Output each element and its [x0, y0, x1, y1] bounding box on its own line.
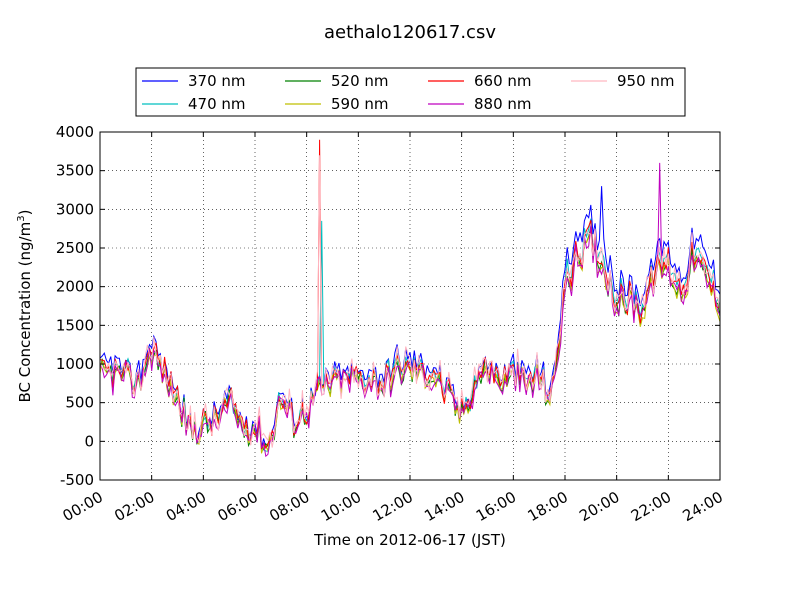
series-line-880-nm [99, 162, 721, 458]
legend-label: 470 nm [188, 95, 246, 113]
y-tick-label: 1000 [56, 355, 94, 373]
y-tick-label: 2000 [56, 278, 94, 296]
y-tick-label: 0 [84, 432, 94, 450]
legend-label: 520 nm [331, 72, 389, 90]
y-axis-label: BC Concentration (ng/m3) [16, 210, 34, 403]
legend-label: 880 nm [474, 95, 532, 113]
x-axis-label: Time on 2012-06-17 (JST) [313, 531, 506, 549]
y-tick-label: 1500 [56, 316, 94, 334]
legend: 370 nm 470 nm 520 nm 590 nm 660 nm 880 nm 950 … [135, 67, 686, 117]
y-axis-label-main: BC Concentration (ng/m [16, 222, 34, 403]
series-line-660-nm [99, 139, 721, 450]
series-group [99, 139, 721, 458]
legend-label: 370 nm [188, 72, 246, 90]
y-tick-label: -500 [60, 471, 94, 489]
y-axis-label-close: ) [16, 210, 34, 216]
y-tick-label: 3500 [56, 162, 94, 180]
y-tick-label: 500 [65, 394, 94, 412]
y-tick-label: 3000 [56, 200, 94, 218]
legend-label: 950 nm [617, 72, 675, 90]
y-tick-label: 2500 [56, 239, 94, 257]
legend-label: 660 nm [474, 72, 532, 90]
chart-title: aethalo120617.csv [324, 22, 496, 43]
grid [100, 132, 720, 480]
series-line-950-nm [99, 155, 721, 448]
legend-box [135, 67, 686, 117]
legend-label: 590 nm [331, 95, 389, 113]
y-tick-label: 4000 [56, 123, 94, 141]
y-axis-label-superscript: 3 [16, 215, 27, 221]
